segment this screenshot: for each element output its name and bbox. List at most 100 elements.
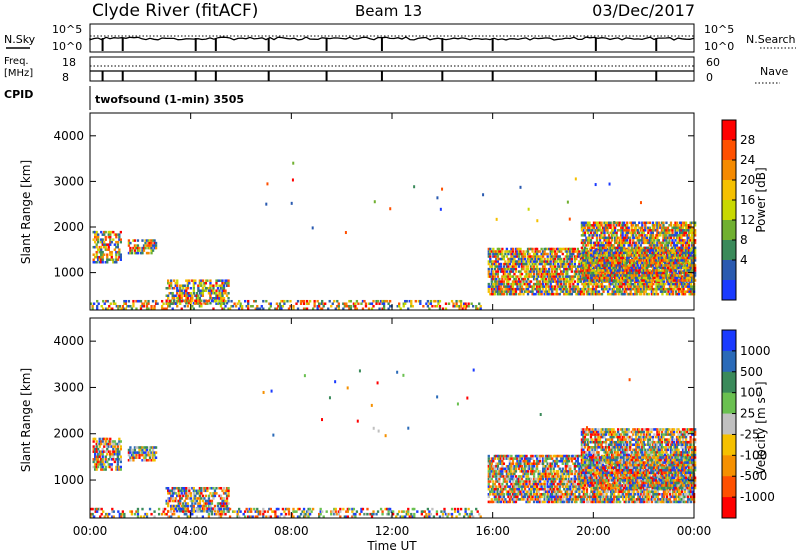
- scatter-cell: [637, 244, 639, 247]
- scatter-cell: [203, 300, 205, 303]
- scatter-cell: [303, 510, 305, 513]
- scatter-cell: [668, 232, 670, 235]
- scatter-cell: [220, 508, 222, 511]
- scatter-cell: [386, 300, 388, 303]
- scatter-cell: [279, 302, 281, 305]
- scatter-cell: [170, 508, 172, 511]
- scatter-cell: [147, 459, 149, 462]
- scatter-cell: [689, 249, 691, 252]
- scatter-cell: [488, 283, 490, 286]
- scatter-cell: [605, 249, 607, 252]
- scatter-cell: [690, 283, 692, 286]
- scatter-cell: [244, 510, 246, 513]
- scatter-cell: [590, 244, 592, 247]
- scatter-cell: [536, 248, 538, 251]
- scatter-cell: [680, 237, 682, 240]
- scatter-cell: [217, 505, 219, 508]
- scatter-cell: [360, 302, 362, 305]
- scatter-cell: [321, 300, 323, 303]
- scatter-cell: [640, 201, 642, 204]
- scatter-cell: [173, 279, 175, 282]
- scatter-cell: [571, 263, 573, 266]
- colorbar-tick-label: 4: [740, 253, 748, 267]
- scatter-cell: [455, 300, 457, 303]
- scatter-cell: [501, 278, 503, 281]
- scatter-cell: [560, 258, 562, 261]
- scatter-cell: [190, 495, 192, 498]
- scatter-cell: [556, 288, 558, 291]
- colorbar-swatch: [722, 280, 736, 301]
- scatter-cell: [637, 224, 639, 227]
- freq-tick-bottom: 8: [62, 71, 69, 84]
- scatter-cell: [350, 305, 352, 308]
- scatter-cell: [615, 272, 617, 275]
- scatter-cell: [112, 458, 114, 461]
- scatter-cell: [167, 294, 169, 297]
- scatter-cell: [117, 445, 119, 448]
- scatter-cell: [131, 510, 133, 513]
- scatter-cell: [247, 300, 249, 303]
- scatter-cell: [464, 302, 466, 305]
- scatter-cell: [199, 297, 201, 300]
- scatter-cell: [224, 513, 226, 516]
- scatter-cell: [670, 222, 672, 225]
- scatter-cell: [533, 275, 535, 278]
- scatter-cell: [566, 273, 568, 276]
- scatter-cell: [193, 510, 195, 513]
- scatter-cell: [566, 288, 568, 291]
- scatter-cell: [187, 508, 189, 511]
- scatter-cell: [522, 250, 524, 253]
- scatter-cell: [684, 293, 686, 296]
- scatter-cell: [619, 222, 621, 225]
- scatter-cell: [689, 254, 691, 257]
- scatter-cell: [380, 508, 382, 511]
- scatter-cell: [143, 302, 145, 305]
- scatter-cell: [632, 259, 634, 262]
- scatter-cell: [362, 508, 364, 511]
- scatter-cell: [673, 237, 675, 240]
- scatter-cell: [101, 513, 103, 516]
- scatter-cell: [226, 508, 228, 511]
- scatter-cell: [318, 305, 320, 308]
- scatter-cell: [97, 458, 99, 461]
- scatter-cell: [542, 288, 544, 291]
- scatter-cell: [141, 449, 143, 452]
- scatter-cell: [211, 502, 213, 505]
- scatter-cell: [111, 251, 113, 254]
- scatter-cell: [686, 267, 688, 270]
- scatter-cell: [603, 267, 605, 270]
- scatter-cell: [624, 285, 626, 288]
- scatter-cell: [593, 264, 595, 267]
- scatter-cell: [288, 508, 290, 511]
- scatter-cell: [611, 239, 613, 242]
- scatter-cell: [97, 241, 99, 244]
- scatter-cell: [663, 280, 665, 283]
- scatter-cell: [96, 231, 98, 234]
- scatter-cell: [600, 279, 602, 282]
- scatter-cell: [562, 290, 564, 293]
- scatter-cell: [448, 302, 450, 305]
- scatter-cell: [480, 305, 482, 308]
- scatter-cell: [359, 513, 361, 516]
- scatter-cell: [623, 259, 625, 262]
- scatter-cell: [270, 508, 272, 511]
- scatter-cell: [649, 252, 651, 255]
- scatter-cell: [565, 265, 567, 268]
- scatter-cell: [671, 252, 673, 255]
- scatter-cell: [137, 510, 139, 513]
- scatter-cell: [176, 279, 178, 282]
- scatter-cell: [102, 300, 104, 303]
- scatter-cell: [678, 285, 680, 288]
- scatter-cell: [179, 502, 181, 505]
- scatter-cell: [631, 227, 633, 230]
- scatter-cell: [556, 253, 558, 256]
- scatter-cell: [184, 500, 186, 503]
- scatter-cell: [387, 302, 389, 305]
- scatter-cell: [208, 508, 210, 511]
- nsky-line: [90, 37, 694, 40]
- scatter-cell: [354, 513, 356, 516]
- scatter-cell: [667, 227, 669, 230]
- scatter-cell: [114, 461, 116, 464]
- scatter-cell: [187, 505, 189, 508]
- scatter-cell: [650, 254, 652, 257]
